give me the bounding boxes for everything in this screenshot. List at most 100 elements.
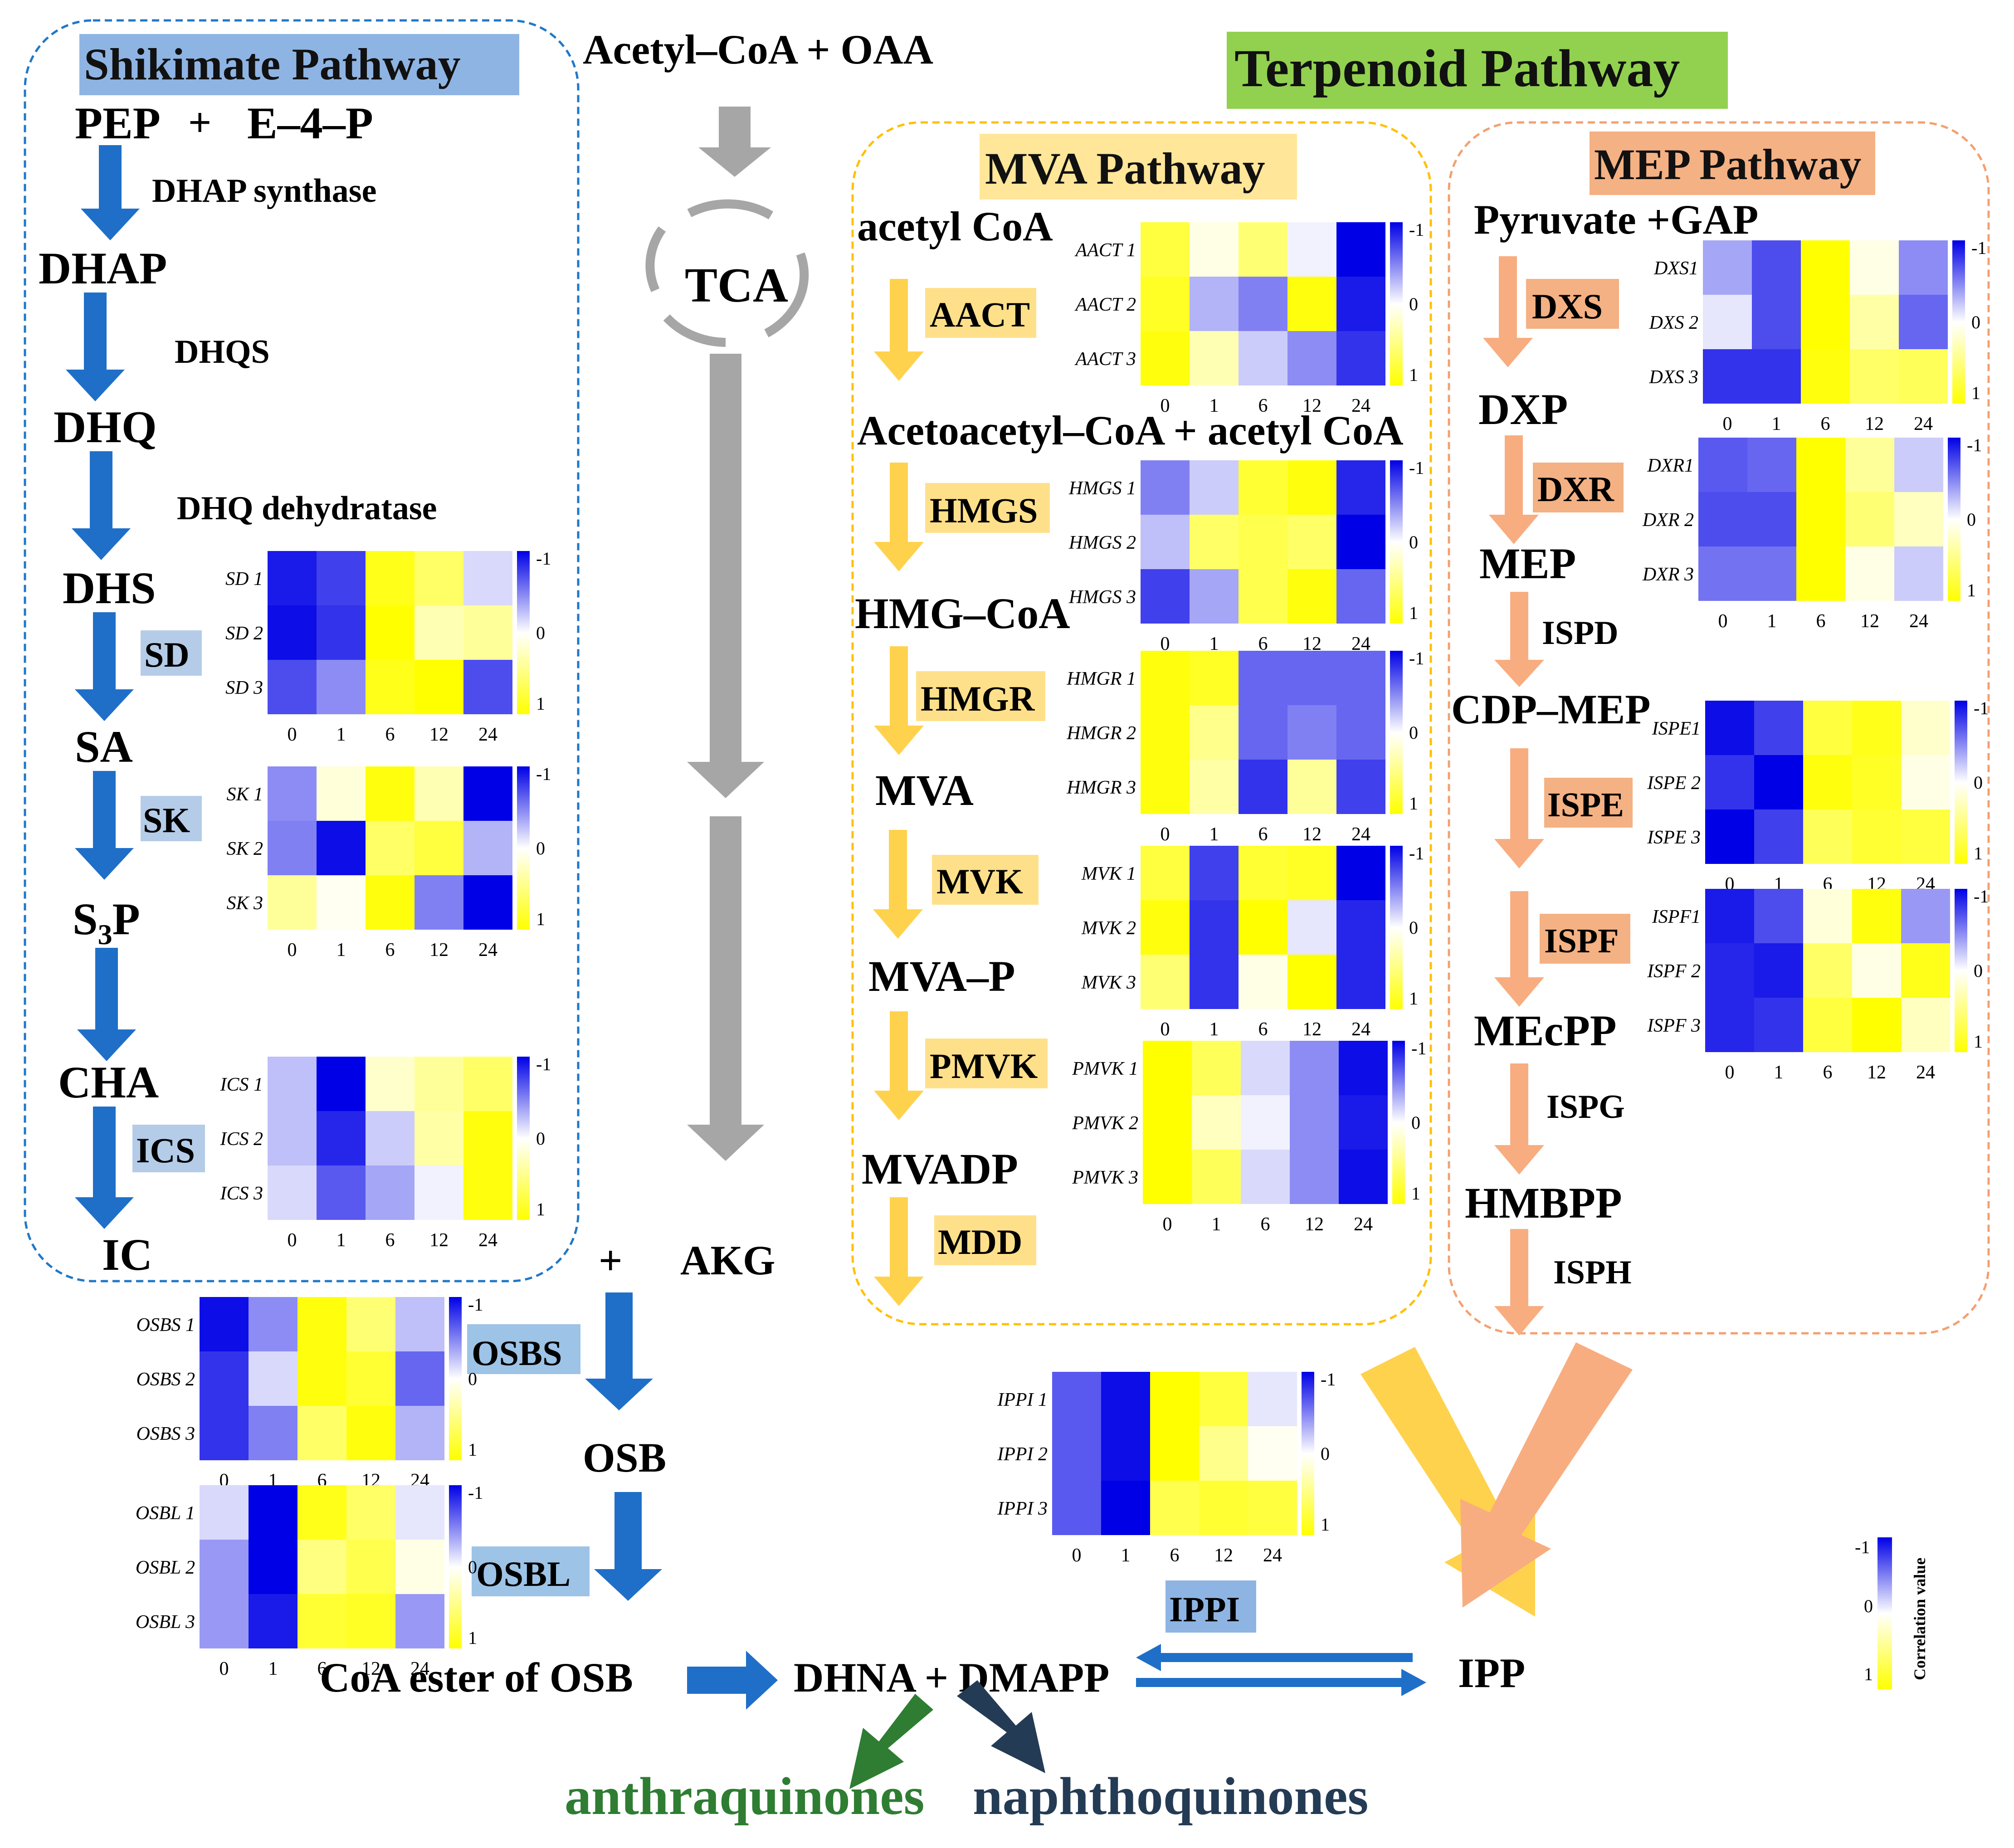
heatmap-cell [1290,1095,1339,1150]
compound-pyruvate-gap: Pyruvate +GAP [1474,196,1758,243]
heatmap-cell [1239,515,1287,569]
heatmap-colorbar [1390,846,1403,1009]
heatmap-hmgr: HMGR 1 HMGR 2 HMGR 3 0 1 6 12 24 -1 0 1 [1066,648,1424,845]
arrow-pmvk [874,1011,924,1120]
heatmap-cell [1796,546,1845,601]
heatmap-row-label: HMGR 1 [1066,668,1136,689]
heatmap-cell [1239,651,1287,705]
compound-e4p: E–4–P [247,98,373,148]
enzyme-ispe: ISPE [1547,786,1624,824]
correlation-legend: -1 0 1 Correlation value [1855,1537,1929,1689]
heatmap-cell [297,1351,346,1406]
heatmap-colorbar-tick: -1 [1974,886,1989,907]
heatmap-cell [1894,492,1943,546]
legend-tick-max: 1 [1864,1664,1873,1684]
heatmap-cell [268,875,317,930]
enzyme-mdd-bg [934,1215,1036,1265]
mep-title: MEP Pathway [1594,140,1861,189]
heatmap-colorbar [1390,460,1403,624]
heatmap-time-label: 1 [336,940,346,961]
heatmap-cell [1287,955,1336,1009]
heatmap-osbl: OSBL 1 OSBL 2 OSBL 3 0 1 6 12 24 -1 0 1 [136,1482,483,1679]
heatmap-cell [1239,900,1287,955]
heatmap-row-label: OSBS 2 [137,1369,195,1390]
heatmap-time-label: 1 [1774,1062,1784,1083]
heatmap-cell [1239,569,1287,624]
heatmap-cell [1336,222,1385,277]
enzyme-ispf-bg [1540,914,1630,964]
heatmap-row-label: AACT 2 [1074,294,1136,315]
heatmap-time-label: 6 [385,940,395,961]
heatmap-cell [1241,1095,1290,1150]
heatmap-cell [200,1540,249,1594]
heatmap-colorbar-tick: 1 [536,1199,545,1219]
arrow-ipp-to-dmapp [1136,1644,1413,1671]
enzyme-sd-bg [141,630,202,676]
enzyme-aact: AACT [930,295,1030,334]
heatmap-cell [366,660,415,714]
heatmap-cell [268,551,317,605]
heatmap-cell [1339,1095,1388,1150]
heatmap-row-label: PMVK 3 [1072,1167,1138,1188]
heatmap-cell [1150,1426,1199,1481]
heatmap-time-label: 6 [1170,1545,1180,1566]
heatmap-cell [297,1540,346,1594]
heatmap-cell [200,1351,249,1406]
heatmap-cell [366,605,415,660]
arrow-dhq-dhs [72,451,131,560]
heatmap-time-label: 6 [1258,824,1268,845]
heatmap-cell [1190,331,1239,385]
enzyme-ippi-bg [1165,1580,1256,1633]
heatmap-cell [1752,240,1801,295]
compound-acetoacetyl-coa: Acetoacetyl–CoA + acetyl CoA [857,407,1404,453]
heatmap-colorbar-tick: 1 [1974,843,1983,863]
heatmap-cell [1199,1426,1248,1481]
arrow-akg-osb [585,1292,653,1410]
heatmap-cell [1336,460,1385,515]
heatmap-cell [297,1297,346,1351]
heatmap-cell [1705,889,1754,943]
heatmap-row-label: OSBL 3 [136,1612,195,1633]
heatmap-row-label: ISPF 3 [1647,1015,1701,1036]
heatmap-row-label: DXS1 [1653,258,1698,279]
heatmap-cell [1052,1372,1101,1426]
compound-coa-ester-osb: CoA ester of OSB [320,1654,633,1701]
heatmap-colorbar-tick: 0 [536,1128,545,1149]
heatmap-cell [463,551,512,605]
compound-mep: MEP [1479,539,1576,588]
heatmap-time-label: 24 [1916,1062,1935,1083]
heatmap-cell [1894,438,1943,492]
heatmap-time-label: 24 [1354,1214,1373,1235]
heatmap-cell [366,821,415,875]
enzyme-hmgs-bg [925,483,1050,533]
heatmap-cell [200,1297,249,1351]
heatmap-row-label: OSBS 1 [137,1315,195,1336]
heatmap-time-label: 1 [1209,395,1219,416]
heatmap-cell [346,1540,395,1594]
enzyme-pmvk-bg [925,1039,1048,1088]
heatmap-time-label: 1 [1209,824,1219,845]
shikimate-box [24,19,580,1282]
heatmap-cell [1287,569,1336,624]
arrow-to-naphthoquinones [957,1680,1045,1773]
legend-tick-mid: 0 [1864,1596,1873,1616]
heatmap-cell [1290,1150,1339,1204]
heatmap-cell [1705,809,1754,864]
heatmap-cell [1190,846,1239,900]
heatmap-cell [1901,701,1950,755]
heatmap-cell [1803,998,1852,1052]
heatmap-colorbar-tick: 0 [468,1557,477,1577]
compound-mecpp: MEcPP [1474,1006,1617,1055]
heatmap-cell [1852,889,1901,943]
heatmap-cell [1336,331,1385,385]
heatmap-cell [1754,943,1803,998]
compound-mvadp: MVADP [862,1145,1018,1193]
heatmap-cell [1703,295,1752,349]
heatmap-time-label: 1 [1121,1545,1131,1566]
heatmap-colorbar-tick: 0 [536,838,545,858]
heatmap-colorbar [1392,1041,1405,1204]
compound-sa: SA [75,722,133,772]
heatmap-row-label: MVK 1 [1081,863,1136,884]
heatmap-cell [366,551,415,605]
tca-cycle-icon [645,199,809,347]
